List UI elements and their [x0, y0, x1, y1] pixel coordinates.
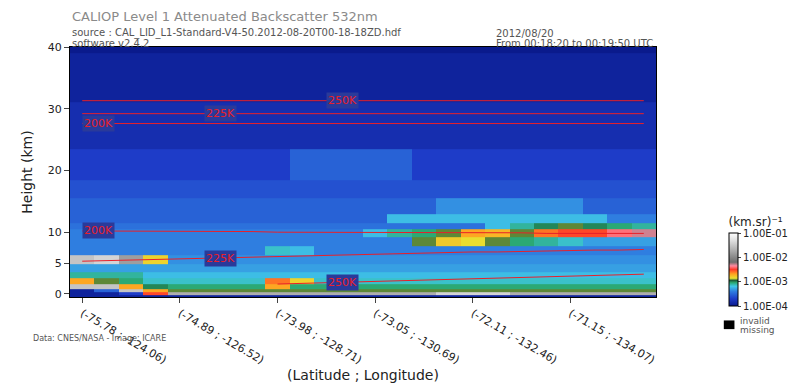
svg-text:1.00E-04: 1.00E-04 — [743, 301, 788, 312]
svg-text:invalid: invalid — [740, 316, 770, 326]
svg-text:(Latitude ; Longitude): (Latitude ; Longitude) — [287, 367, 439, 383]
svg-text:1.00E-01: 1.00E-01 — [743, 228, 788, 239]
svg-text:225K: 225K — [206, 107, 235, 120]
svg-text:250K: 250K — [328, 94, 357, 107]
svg-text:(km.sr)⁻¹: (km.sr)⁻¹ — [728, 215, 782, 229]
svg-text:250K: 250K — [328, 276, 357, 289]
svg-text:Data: CNES/NASA - Image: ICARE: Data: CNES/NASA - Image: ICARE — [33, 334, 166, 343]
svg-text:225K: 225K — [206, 252, 235, 265]
svg-text:(-71.15 ; -134.07): (-71.15 ; -134.07) — [566, 307, 657, 367]
svg-text:(-74.89 ; -126.52): (-74.89 ; -126.52) — [176, 307, 267, 367]
svg-text:missing: missing — [740, 325, 775, 335]
svg-text:200K: 200K — [84, 224, 113, 237]
svg-text:20: 20 — [48, 164, 62, 177]
svg-text:1.00E-03: 1.00E-03 — [743, 276, 788, 287]
svg-text:Height (km): Height (km) — [19, 130, 35, 213]
svg-text:From 00:18:20 to 00:19:50 UTC: From 00:18:20 to 00:19:50 UTC — [496, 38, 653, 49]
svg-text:(-72.11 ; -132.46): (-72.11 ; -132.46) — [469, 307, 560, 367]
svg-text:(-75.78 ; -124.06): (-75.78 ; -124.06) — [78, 307, 169, 367]
svg-text:CALIOP Level 1 Attenuated Back: CALIOP Level 1 Attenuated Backscatter 53… — [72, 9, 378, 24]
svg-text:2012/08/20: 2012/08/20 — [496, 28, 554, 39]
svg-text:200K: 200K — [84, 117, 113, 130]
svg-text:source : CAL_LID_L1-Standard-V: source : CAL_LID_L1-Standard-V4-50.2012-… — [72, 27, 401, 39]
svg-text:0: 0 — [55, 288, 62, 301]
svg-text:5: 5 — [55, 257, 62, 270]
svg-text:software v2.4.2: software v2.4.2 — [72, 38, 150, 49]
svg-text:40: 40 — [48, 41, 62, 54]
svg-text:30: 30 — [48, 103, 62, 116]
svg-text:1.00E-02: 1.00E-02 — [743, 252, 788, 263]
svg-text:(-73.05 ; -130.69): (-73.05 ; -130.69) — [371, 307, 462, 367]
svg-text:(-73.98 ; -128.71): (-73.98 ; -128.71) — [273, 307, 364, 367]
svg-text:10: 10 — [48, 226, 62, 239]
